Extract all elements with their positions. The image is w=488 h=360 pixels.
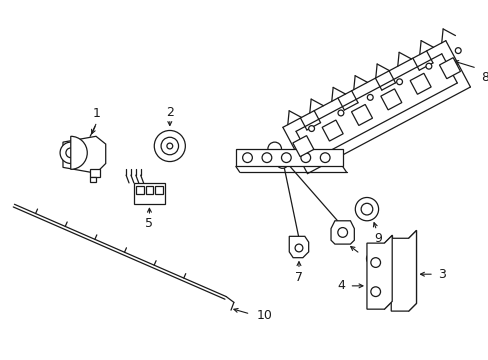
Circle shape: [370, 258, 380, 267]
Text: 7: 7: [294, 271, 303, 284]
Circle shape: [396, 79, 402, 85]
Text: 5: 5: [145, 217, 153, 230]
Circle shape: [166, 143, 172, 149]
Text: 4: 4: [337, 279, 345, 292]
Polygon shape: [330, 221, 354, 244]
Polygon shape: [439, 58, 460, 79]
Text: 1: 1: [93, 108, 101, 121]
Bar: [90, 169, 100, 177]
Circle shape: [308, 126, 314, 131]
Text: 9: 9: [374, 232, 382, 245]
Circle shape: [276, 157, 288, 168]
Circle shape: [360, 203, 372, 215]
Text: 6: 6: [363, 253, 371, 266]
Text: 8: 8: [480, 71, 488, 84]
Circle shape: [370, 287, 380, 297]
Bar: [155, 186, 163, 194]
Circle shape: [366, 94, 372, 100]
Circle shape: [337, 110, 343, 116]
Circle shape: [300, 153, 310, 162]
Wedge shape: [71, 136, 87, 169]
Circle shape: [337, 228, 347, 237]
Circle shape: [425, 63, 431, 69]
Text: 10: 10: [257, 310, 272, 323]
Bar: [235, 149, 342, 166]
Circle shape: [154, 130, 185, 162]
Polygon shape: [289, 236, 308, 258]
Text: 3: 3: [437, 268, 445, 281]
Polygon shape: [380, 89, 401, 110]
Text: 2: 2: [165, 105, 173, 118]
Circle shape: [281, 153, 291, 162]
Polygon shape: [322, 120, 343, 141]
Circle shape: [161, 137, 178, 155]
Circle shape: [320, 153, 329, 162]
Polygon shape: [366, 235, 391, 309]
Polygon shape: [292, 136, 313, 157]
Polygon shape: [351, 104, 372, 126]
Bar: [90, 177, 96, 182]
Bar: [145, 186, 153, 194]
Circle shape: [267, 142, 281, 156]
Circle shape: [242, 153, 252, 162]
Circle shape: [60, 142, 81, 163]
Polygon shape: [63, 136, 105, 173]
Circle shape: [262, 153, 271, 162]
Circle shape: [454, 48, 460, 54]
Circle shape: [294, 244, 302, 252]
Circle shape: [355, 198, 378, 221]
Polygon shape: [409, 73, 430, 94]
Circle shape: [66, 148, 76, 158]
Bar: [136, 186, 143, 194]
Bar: [134, 183, 164, 204]
Polygon shape: [390, 230, 416, 311]
